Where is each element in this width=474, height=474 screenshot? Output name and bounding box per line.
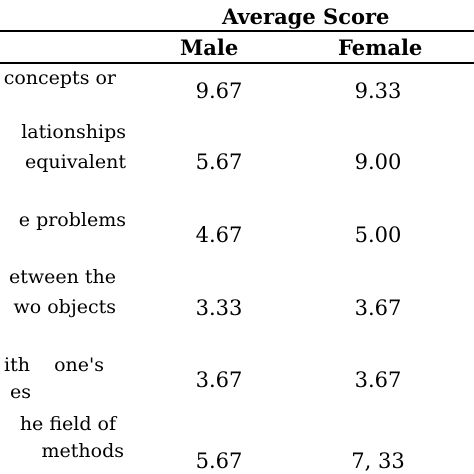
row-description: methods	[41, 440, 125, 462]
female-score: 5.00	[354, 223, 402, 247]
male-score: 9.67	[195, 79, 243, 103]
female-score: 9.00	[354, 150, 402, 174]
row-description: e problems	[18, 209, 126, 231]
header-rule-top	[0, 30, 474, 32]
male-score: 5.67	[195, 449, 243, 473]
row-description: concepts or	[3, 67, 116, 89]
row-description: lationships	[21, 121, 126, 143]
female-score: 9.33	[354, 79, 402, 103]
average-score-header: Average Score	[222, 4, 390, 29]
female-score: 3.67	[354, 368, 402, 392]
row-description: es	[10, 381, 31, 403]
male-column-header: Male	[180, 35, 239, 60]
row-description: wo objects	[13, 296, 116, 318]
header-rule-bottom	[0, 62, 474, 64]
male-score: 5.67	[195, 150, 243, 174]
female-score: 3.67	[354, 296, 402, 320]
male-score: 4.67	[195, 223, 243, 247]
row-description: etween the	[8, 266, 116, 288]
row-description: he field of	[19, 413, 116, 435]
male-score: 3.67	[195, 368, 243, 392]
female-column-header: Female	[338, 35, 423, 60]
male-score: 3.33	[195, 296, 243, 320]
row-description: equivalent	[25, 151, 126, 173]
female-score: 7, 33	[351, 449, 405, 473]
row-description: ith one's	[4, 354, 105, 376]
